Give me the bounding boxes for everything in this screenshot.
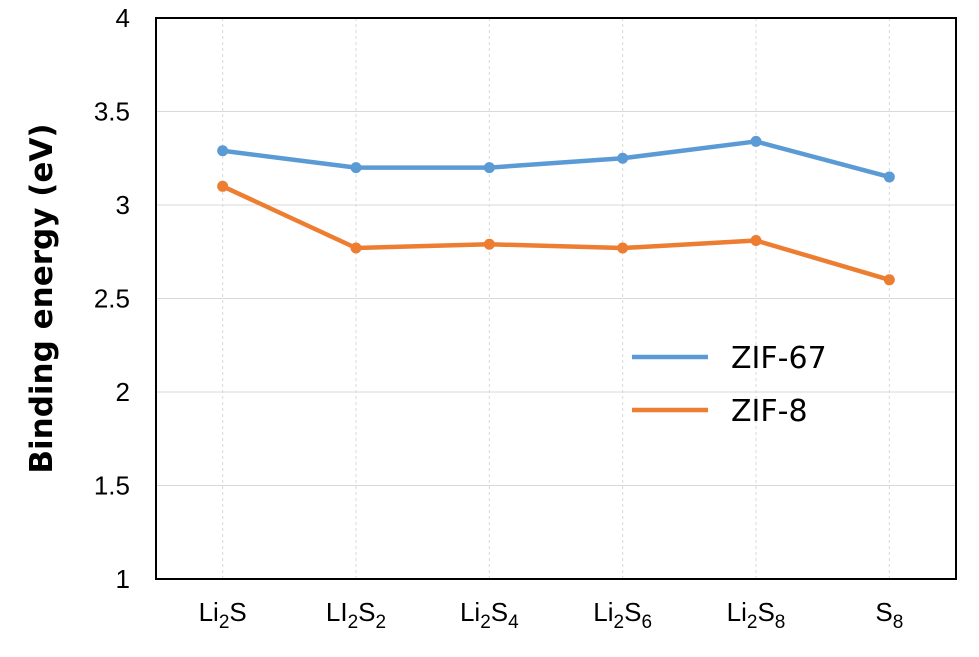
y-tick-label: 2 [116, 377, 130, 407]
data-point-zif-8 [883, 274, 895, 286]
y-tick-labels: 1 1.5 2 2.5 3 3.5 4 [94, 3, 130, 594]
data-point-zif-67 [617, 152, 629, 164]
data-point-zif-67 [483, 162, 495, 174]
series-line-zif-8 [221, 184, 890, 282]
x-tick-label: Li2S4 [460, 597, 519, 633]
y-tick-label: 2.5 [94, 284, 130, 314]
series-lines [217, 135, 895, 286]
data-point-zif-67 [217, 145, 229, 157]
legend-label: ZIF-8 [731, 394, 808, 429]
x-tick-label: Li2S8 [727, 597, 786, 633]
y-tick-label: 1 [116, 564, 130, 594]
x-tick-label: Li2S [199, 597, 247, 633]
legend-label: ZIF-67 [731, 341, 827, 376]
x-tick-label: S8 [875, 597, 903, 633]
data-point-zif-67 [350, 162, 362, 174]
y-tick-label: 3 [116, 190, 130, 220]
data-point-zif-8 [350, 242, 362, 254]
data-point-zif-8 [750, 235, 762, 247]
x-tick-label: Li2S6 [593, 597, 652, 633]
data-point-zif-8 [617, 242, 629, 254]
x-tick-labels: Li2S LI2S2 Li2S4 Li2S6 Li2S8 S8 [199, 597, 904, 633]
data-point-zif-8 [483, 238, 495, 250]
plot-frame [155, 17, 957, 580]
data-point-zif-67 [883, 171, 895, 183]
x-tick-label: LI2S2 [326, 597, 386, 633]
y-tick-label: 3.5 [94, 97, 130, 127]
y-axis-title: Binding energy (eV) [24, 123, 60, 473]
y-tick-label: 1.5 [94, 471, 130, 501]
data-point-zif-67 [750, 135, 762, 147]
series-line-zif-67 [222, 139, 890, 180]
y-tick-label: 4 [116, 3, 130, 33]
grid-lines [156, 18, 956, 579]
data-point-zif-8 [217, 180, 229, 192]
legend: ZIF-67 ZIF-8 [632, 341, 827, 429]
